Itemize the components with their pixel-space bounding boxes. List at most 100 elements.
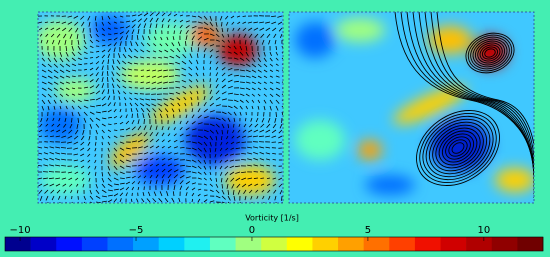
vector-arrow [113, 47, 116, 53]
vector-arrow [49, 177, 55, 180]
vector-arrow [221, 84, 227, 89]
vector-arrow [41, 105, 44, 111]
vector-arrow [71, 75, 76, 77]
vector-arrow [166, 191, 169, 197]
vector-arrow [173, 146, 178, 149]
vector-arrow [233, 80, 239, 83]
vector-arrow [239, 45, 243, 51]
vector-arrow [214, 147, 217, 152]
vector-arrow [190, 47, 193, 53]
vector-arrow [127, 68, 133, 71]
vector-arrow [146, 81, 151, 84]
vector-arrow [254, 183, 259, 186]
vector-arrow [119, 128, 124, 131]
vector-arrow [68, 27, 73, 32]
vector-arrow [161, 132, 165, 137]
vector-arrow [250, 39, 253, 45]
vector-arrow [53, 75, 59, 79]
vector-arrow [47, 57, 52, 63]
vector-arrow [179, 14, 184, 17]
vector-arrow [119, 153, 125, 158]
vector-arrow [233, 105, 238, 110]
vector-arrow [239, 81, 245, 83]
vector-arrow [128, 86, 133, 89]
vector-arrow [41, 75, 47, 79]
vector-arrow [188, 66, 193, 71]
vector-arrow [275, 81, 280, 84]
vector-arrow [55, 152, 61, 155]
vector-arrow [203, 47, 207, 53]
vector-arrow [59, 105, 62, 110]
vector-arrow [203, 108, 208, 113]
vector-arrow [45, 123, 49, 127]
vector-arrow [140, 56, 145, 59]
colorbar-segment [30, 237, 57, 251]
vector-arrow [64, 39, 67, 45]
vector-arrow [165, 42, 169, 47]
vector-arrow [243, 189, 247, 195]
vector-arrow [58, 195, 61, 200]
streamline [425, 118, 491, 178]
vector-arrow [244, 39, 247, 45]
vector-arrow [125, 165, 131, 168]
vector-arrow [157, 81, 163, 84]
colorbar-tick-label: −10 [10, 225, 31, 236]
vector-arrow [167, 139, 171, 143]
vector-arrow [50, 33, 55, 38]
vector-arrow [245, 87, 251, 91]
vector-arrow [43, 177, 49, 180]
colorbar-segment [517, 237, 544, 251]
vector-arrow [101, 44, 106, 47]
vector-arrow [137, 29, 140, 35]
vector-arrow [151, 75, 157, 78]
vector-arrow [253, 177, 259, 179]
vector-arrow [176, 48, 181, 53]
vector-arrow [135, 41, 139, 47]
vector-arrow [71, 69, 77, 72]
vector-arrow [137, 164, 143, 167]
vector-arrow [159, 43, 163, 47]
vector-arrow [143, 132, 148, 137]
vector-arrow [197, 188, 202, 191]
vector-arrow [95, 55, 100, 59]
colorbar-segment [158, 237, 185, 251]
vector-arrow [248, 123, 253, 128]
vector-arrow [155, 29, 157, 35]
vector-arrow [101, 65, 104, 71]
vector-arrow [69, 183, 73, 187]
vector-arrow [44, 21, 49, 23]
vector-arrow [94, 165, 97, 170]
vector-arrow [215, 66, 219, 71]
vector-arrow [143, 17, 148, 23]
vector-arrow [175, 81, 181, 83]
vector-arrow [227, 39, 230, 43]
vector-arrow [188, 60, 193, 65]
vector-arrow [81, 177, 85, 181]
vector-arrow [153, 191, 157, 197]
vector-arrow [119, 41, 122, 47]
vector-arrow [128, 47, 133, 53]
vector-arrow [95, 33, 99, 38]
vector-arrow [239, 57, 245, 61]
vector-arrow [173, 174, 178, 179]
vector-arrow [197, 36, 203, 41]
vector-arrow [197, 102, 200, 107]
vector-arrow [239, 99, 244, 103]
vector-arrow [220, 141, 223, 146]
vector-arrow [121, 73, 127, 77]
vector-arrow [209, 27, 215, 32]
vector-arrow [124, 102, 127, 107]
vector-arrow [209, 183, 213, 187]
vector-arrow [175, 54, 181, 59]
vector-arrow [89, 67, 94, 71]
vector-arrow [62, 183, 67, 187]
vector-arrow [107, 76, 109, 83]
vector-arrow [101, 15, 104, 21]
vector-arrow [101, 54, 106, 59]
vector-arrow [137, 125, 142, 131]
vector-arrow [274, 195, 277, 201]
colorbar-tick-label: 0 [249, 225, 255, 236]
vector-arrow [275, 105, 279, 111]
streamline [445, 136, 471, 160]
colorbar-segment [133, 237, 160, 251]
